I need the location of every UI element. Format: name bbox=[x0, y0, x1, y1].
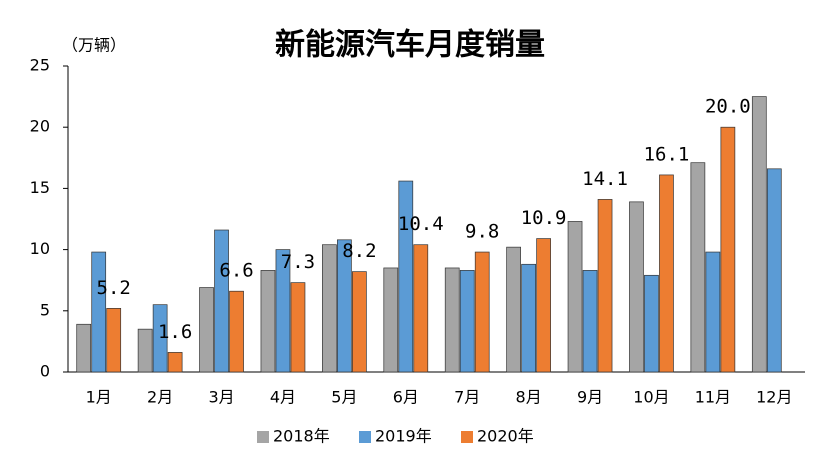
legend-swatch bbox=[461, 431, 473, 443]
y-tick-label: 0 bbox=[40, 362, 50, 381]
bar bbox=[444, 267, 460, 373]
bar bbox=[582, 270, 598, 373]
x-tick-label: 12月 bbox=[756, 388, 792, 407]
data-label: 7.3 bbox=[281, 251, 315, 273]
x-tick-label: 2月 bbox=[147, 388, 173, 407]
x-tick-label: 10月 bbox=[633, 388, 669, 407]
data-label: 9.8 bbox=[465, 221, 499, 243]
bar bbox=[91, 251, 107, 373]
legend-swatch bbox=[359, 431, 371, 443]
data-label: 10.9 bbox=[521, 207, 567, 229]
y-tick-label: 5 bbox=[40, 300, 50, 319]
y-tick-label: 25 bbox=[30, 56, 50, 75]
x-tick-label: 4月 bbox=[270, 388, 296, 407]
x-tick-label: 8月 bbox=[516, 388, 542, 407]
bar bbox=[720, 126, 736, 373]
bar bbox=[229, 290, 244, 373]
x-tick-label: 11月 bbox=[695, 388, 731, 407]
bar bbox=[398, 180, 414, 373]
bar bbox=[690, 162, 706, 373]
bar bbox=[474, 251, 490, 373]
bar bbox=[751, 96, 767, 373]
bar bbox=[413, 244, 429, 373]
bar bbox=[275, 249, 291, 373]
data-label: 1.6 bbox=[158, 321, 192, 343]
x-tick-label: 3月 bbox=[208, 388, 234, 407]
bar bbox=[705, 251, 721, 373]
bar bbox=[352, 271, 367, 373]
bar bbox=[629, 201, 644, 373]
legend-label: 2019年 bbox=[375, 427, 432, 446]
legend-label: 2018年 bbox=[273, 427, 330, 446]
data-label: 10.4 bbox=[398, 213, 444, 235]
data-label: 20.0 bbox=[705, 96, 751, 118]
y-tick-label: 10 bbox=[30, 239, 50, 258]
x-tick-label: 7月 bbox=[454, 388, 480, 407]
data-label: 6.6 bbox=[219, 260, 253, 282]
bar bbox=[152, 304, 168, 373]
bar bbox=[137, 328, 153, 373]
bar bbox=[214, 229, 229, 373]
legend-swatch bbox=[257, 431, 269, 443]
data-label: 14.1 bbox=[582, 168, 628, 190]
x-tick-label: 1月 bbox=[86, 388, 112, 407]
chart-title: 新能源汽车月度销量 bbox=[275, 28, 545, 63]
y-tick-label: 15 bbox=[30, 178, 50, 197]
bar bbox=[766, 168, 782, 373]
bar bbox=[521, 263, 536, 373]
data-label: 16.1 bbox=[644, 143, 690, 165]
bar bbox=[199, 287, 214, 373]
bar bbox=[337, 239, 352, 373]
bar bbox=[659, 174, 674, 373]
bar bbox=[76, 323, 92, 373]
bar bbox=[506, 246, 521, 373]
data-label: 5.2 bbox=[97, 277, 131, 299]
bar bbox=[567, 221, 583, 373]
bar bbox=[383, 267, 399, 373]
bar bbox=[167, 352, 183, 373]
bar bbox=[290, 282, 306, 373]
bar bbox=[106, 308, 122, 373]
legend-label: 2020年 bbox=[477, 427, 534, 446]
bar bbox=[260, 270, 276, 373]
bar bbox=[322, 244, 337, 373]
y-tick-label: 20 bbox=[30, 117, 50, 136]
x-tick-label: 9月 bbox=[577, 388, 603, 407]
x-tick-label: 6月 bbox=[393, 388, 419, 407]
bar bbox=[459, 270, 475, 373]
x-tick-label: 5月 bbox=[331, 388, 357, 407]
data-label: 8.2 bbox=[342, 240, 376, 262]
bar bbox=[536, 238, 551, 373]
y-axis-label: （万辆） bbox=[62, 36, 126, 55]
bar bbox=[644, 274, 659, 373]
bar bbox=[597, 199, 613, 373]
